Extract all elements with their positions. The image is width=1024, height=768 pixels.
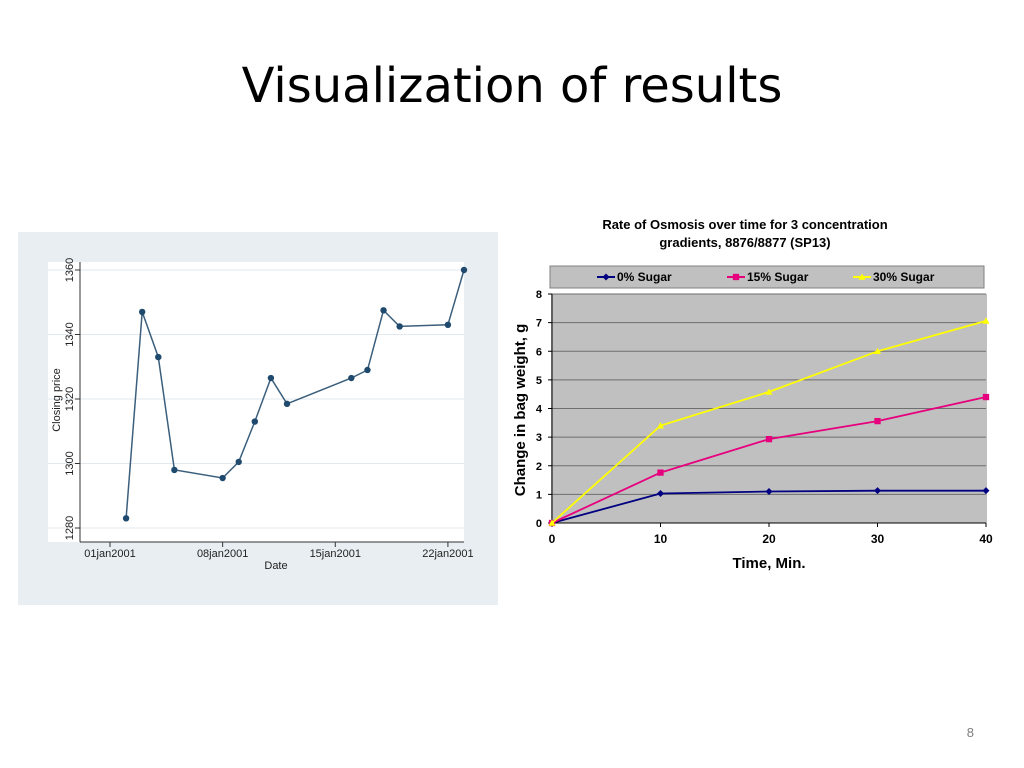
- osmosis-chart: Rate of Osmosis over time for 3 concentr…: [512, 217, 993, 572]
- x-tick-label: 10: [654, 532, 668, 546]
- legend-swatch-marker: [732, 273, 740, 281]
- x-tick-label: 20: [762, 532, 776, 546]
- data-point: [219, 474, 226, 482]
- data-point: [444, 321, 452, 329]
- y-tick-label: 1360: [64, 258, 76, 282]
- data-point: [122, 515, 130, 522]
- y-tick-label: 7: [536, 318, 542, 330]
- y-tick-label: 2: [536, 461, 542, 473]
- data-point: [982, 487, 990, 495]
- data-point: [348, 374, 355, 382]
- legend-label: 0% Sugar: [617, 270, 672, 284]
- y-tick-label: 3: [536, 432, 542, 444]
- x-tick-label: 08jan2001: [197, 548, 248, 560]
- legend-label: 15% Sugar: [747, 270, 809, 284]
- data-point: [765, 488, 773, 496]
- chart-title-line-2: gradients, 8876/8877 (SP13): [659, 235, 830, 250]
- x-tick-label: 30: [871, 532, 885, 546]
- x-tick-label: 01jan2001: [84, 548, 135, 560]
- data-point: [874, 487, 881, 495]
- data-point: [380, 307, 387, 314]
- y-tick-label: 1: [536, 489, 542, 501]
- y-axis-title: Closing price: [51, 368, 63, 432]
- y-tick-label: 1280: [64, 516, 76, 540]
- data-point: [283, 400, 291, 408]
- data-point: [364, 366, 371, 374]
- y-axis-title: Change in bag weight, g: [512, 324, 529, 497]
- legend-swatch-marker: [858, 273, 866, 280]
- data-point: [138, 308, 146, 316]
- y-tick-label: 1340: [64, 322, 76, 346]
- legend-box: [549, 265, 985, 289]
- y-tick-label: 1300: [64, 451, 76, 475]
- slide-title: Visualization of results: [241, 58, 783, 114]
- x-tick-label: 40: [979, 532, 993, 546]
- data-point: [657, 422, 664, 429]
- data-point: [874, 347, 881, 355]
- legend-swatch-marker: [602, 273, 610, 281]
- y-tick-label: 8: [536, 289, 542, 301]
- plot-area: [48, 262, 464, 542]
- data-point: [982, 393, 990, 401]
- data-point: [235, 458, 242, 466]
- data-point: [460, 266, 468, 274]
- page-number: 8: [966, 725, 974, 740]
- data-point: [396, 323, 403, 330]
- data-point: [548, 519, 556, 526]
- y-tick-label: 6: [536, 346, 542, 358]
- closing-price-chart: 1280 1300 1320 1340 1360 01jan2001 08jan2001 1…: [18, 232, 498, 605]
- x-axis-title: Time, Min.: [732, 555, 805, 572]
- data-point: [657, 469, 664, 476]
- data-point: [251, 418, 259, 425]
- data-point: [155, 353, 162, 361]
- x-axis-title: Date: [264, 560, 287, 572]
- y-tick-label: 0: [536, 518, 542, 530]
- y-tick-label: 4: [536, 404, 543, 416]
- x-tick-label: 15jan2001: [310, 548, 361, 560]
- y-tick-label: 1320: [64, 387, 76, 411]
- data-point: [765, 435, 773, 443]
- chart-title-line-1: Rate of Osmosis over time for 3 concentr…: [602, 217, 887, 232]
- data-point: [267, 374, 275, 382]
- x-tick-label: 0: [549, 532, 556, 546]
- x-tick-label: 22jan2001: [422, 548, 473, 560]
- y-tick-label: 5: [536, 375, 542, 387]
- data-point: [765, 388, 773, 395]
- data-point: [657, 490, 664, 498]
- data-point: [982, 317, 990, 324]
- data-point: [874, 417, 881, 425]
- legend-label: 30% Sugar: [873, 270, 935, 284]
- data-point: [171, 466, 178, 474]
